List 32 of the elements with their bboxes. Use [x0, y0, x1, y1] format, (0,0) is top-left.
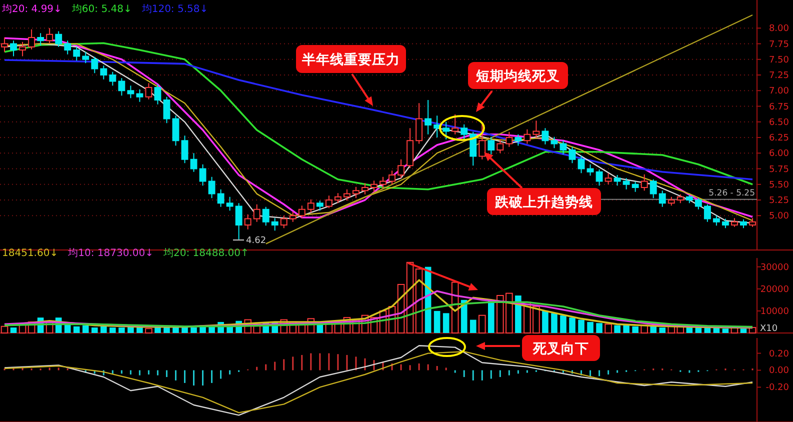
y-tick-label: 5.25: [768, 196, 789, 206]
y-tick-label: 6.25: [768, 134, 789, 144]
y-tick-label: 30000: [760, 262, 790, 273]
y-tick-label: 0.00: [768, 366, 790, 376]
y-tick-label: 7.50: [768, 55, 790, 66]
y-tick-label: 0.20: [768, 349, 790, 360]
text: 均120: 5.58↓: [140, 3, 208, 15]
y-tick-label: -0.20: [766, 383, 790, 394]
y-tick-label: 6.75: [768, 102, 789, 112]
y-tick-label: 10000: [760, 306, 790, 317]
y-tick-label: 6.00: [768, 149, 790, 160]
text: 均20: 18488.00↑: [162, 247, 249, 259]
text: X10: [760, 324, 778, 334]
annotation: 短期均线死叉: [475, 68, 560, 84]
y-tick-label: 7.75: [768, 40, 789, 50]
annotation: 跌破上升趋势线: [494, 194, 593, 210]
text: 均60: 5.48↓: [70, 3, 132, 15]
y-tick-label: 5.75: [768, 164, 789, 175]
y-tick-label: 20000: [760, 284, 790, 295]
y-tick-label: 8.00: [768, 24, 790, 34]
y-tick-label: 5.50: [768, 180, 790, 190]
text: 均10: 18730.00↓: [67, 247, 154, 259]
annotation: 死叉向下: [532, 341, 589, 357]
text: 均20: 4.99↓: [1, 3, 62, 15]
y-tick-label: 6.50: [768, 118, 790, 128]
annotation: 4.62: [246, 236, 266, 246]
ref-line-label: 5.26 - 5.25: [708, 188, 755, 198]
y-tick-label: 7.00: [768, 86, 790, 97]
y-tick-label: 5.00: [768, 212, 790, 222]
text: 18451.60↓: [2, 248, 58, 259]
annotation: 半年线重要压力: [301, 52, 400, 68]
y-tick-label: 7.25: [768, 71, 789, 81]
